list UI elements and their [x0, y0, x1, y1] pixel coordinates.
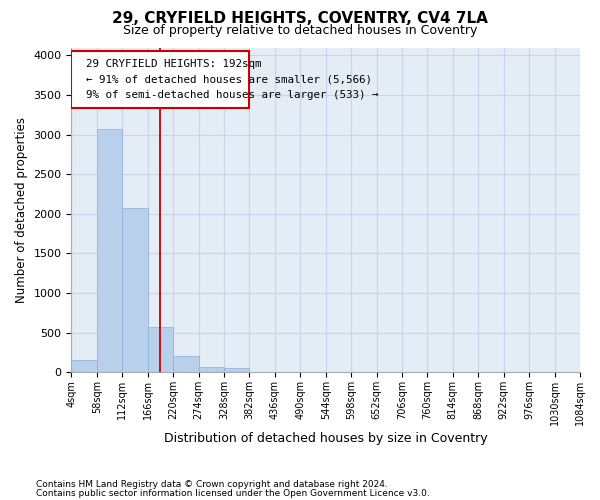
Text: 29 CRYFIELD HEIGHTS: 192sqm
  ← 91% of detached houses are smaller (5,566)
  9% : 29 CRYFIELD HEIGHTS: 192sqm ← 91% of det…	[73, 58, 379, 100]
Y-axis label: Number of detached properties: Number of detached properties	[15, 117, 28, 303]
Bar	[148, 327, 173, 372]
FancyBboxPatch shape	[71, 50, 250, 108]
Bar	[71, 360, 97, 372]
Bar	[97, 129, 122, 372]
X-axis label: Distribution of detached houses by size in Coventry: Distribution of detached houses by size …	[164, 432, 488, 445]
Text: Size of property relative to detached houses in Coventry: Size of property relative to detached ho…	[123, 24, 477, 37]
Bar	[173, 356, 199, 372]
Bar	[199, 366, 224, 372]
Text: Contains public sector information licensed under the Open Government Licence v3: Contains public sector information licen…	[36, 489, 430, 498]
Bar	[122, 208, 148, 372]
Text: Contains HM Land Registry data © Crown copyright and database right 2024.: Contains HM Land Registry data © Crown c…	[36, 480, 388, 489]
Text: 29, CRYFIELD HEIGHTS, COVENTRY, CV4 7LA: 29, CRYFIELD HEIGHTS, COVENTRY, CV4 7LA	[112, 11, 488, 26]
Bar	[224, 368, 250, 372]
